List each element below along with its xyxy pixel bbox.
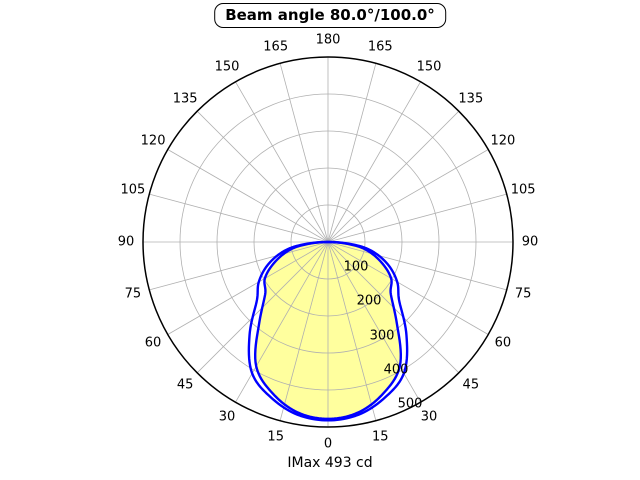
angle-tick-label: 30 — [420, 409, 438, 425]
angle-tick-label: 45 — [176, 377, 194, 393]
angle-tick-label: 15 — [372, 429, 389, 445]
angle-tick-label: 165 — [367, 39, 393, 55]
angle-tick-label: 105 — [120, 182, 146, 198]
grid-spoke — [327, 63, 377, 243]
grid-spoke — [196, 110, 329, 243]
r-tick-label: 200 — [356, 293, 382, 309]
beam-curve-narrow-beam-80.0deg — [253, 240, 403, 421]
grid-circle — [290, 204, 366, 280]
grid-circle — [179, 93, 477, 391]
grid-spoke — [149, 241, 329, 291]
angle-tick-label: 180 — [315, 32, 341, 48]
r-tick-label: 100 — [343, 259, 369, 275]
grid-spoke — [327, 241, 377, 421]
angle-tick-label: 60 — [494, 335, 512, 351]
angle-tick-label: 150 — [214, 59, 240, 75]
angle-tick-label: 150 — [416, 59, 442, 75]
grid-circle — [216, 130, 440, 354]
grid-spoke — [327, 110, 460, 243]
beam-curves-layer — [247, 240, 409, 422]
angle-tick-label: 105 — [510, 182, 536, 198]
angle-tick-label: 60 — [144, 335, 162, 351]
chart-title: Beam angle 80.0°/100.0° — [214, 3, 446, 28]
grid-spoke — [327, 241, 421, 403]
outer-circle — [142, 56, 514, 428]
r-tick-label: 300 — [369, 328, 395, 344]
angle-tick-label: 90 — [117, 234, 135, 250]
beam-curve-wide-beam-100.0deg — [247, 240, 409, 422]
angle-tick-label: 90 — [521, 234, 539, 250]
r-tick-label: 400 — [383, 362, 409, 378]
angle-tick-label: 75 — [514, 286, 532, 302]
angle-tick-label: 30 — [218, 409, 236, 425]
grid-spoke — [167, 149, 329, 243]
grid-spoke — [279, 63, 329, 243]
grid-spoke — [235, 241, 329, 403]
angle-tick-label: 135 — [458, 91, 484, 107]
angle-tick-label: 120 — [490, 133, 516, 149]
angle-tick-label: 15 — [267, 429, 284, 445]
grid-spoke — [235, 81, 329, 243]
imax-annotation: IMax 493 cd — [287, 455, 373, 471]
grid-circle — [253, 167, 403, 317]
grid-spoke — [327, 81, 421, 243]
angle-tick-label: 120 — [140, 133, 166, 149]
grid-spoke — [279, 241, 329, 421]
grid-spoke — [327, 241, 489, 335]
angle-tick-label: 45 — [462, 377, 480, 393]
grid-spoke — [327, 241, 507, 291]
grid-spoke — [167, 241, 329, 335]
angle-tick-label: 165 — [263, 39, 289, 55]
angle-tick-label: 0 — [323, 436, 333, 452]
r-tick-label: 500 — [397, 396, 423, 412]
angle-tick-label: 75 — [124, 286, 142, 302]
grid-spoke — [149, 193, 329, 243]
angle-tick-label: 135 — [172, 91, 198, 107]
grid-spoke — [327, 193, 507, 243]
grid-spoke — [327, 149, 489, 243]
